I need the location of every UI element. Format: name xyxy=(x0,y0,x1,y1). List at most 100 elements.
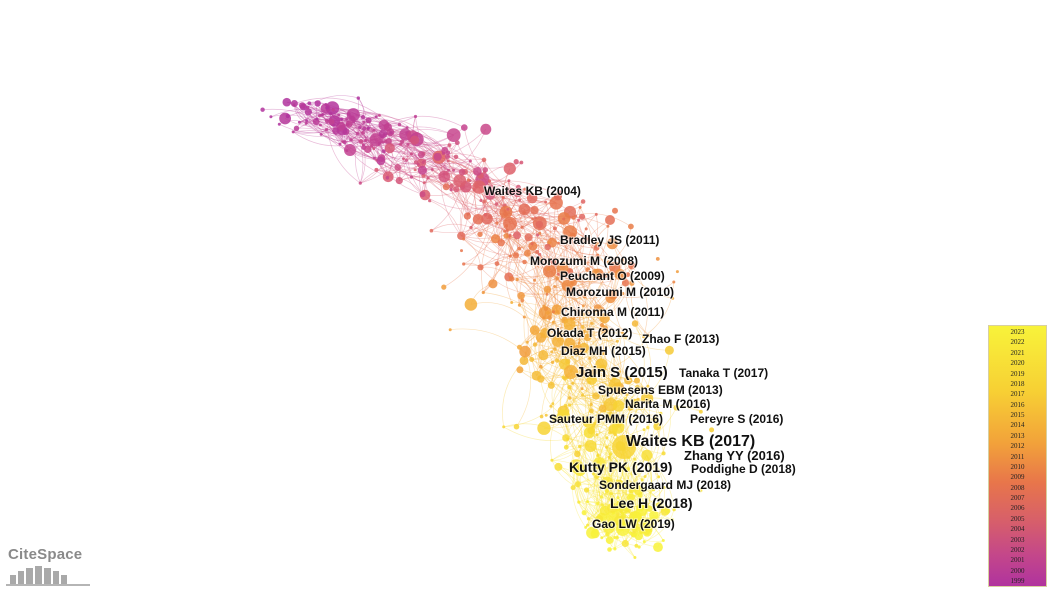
network-edge xyxy=(403,158,423,195)
node-label-zhao-2013[interactable]: Zhao F (2013) xyxy=(641,331,720,347)
network-node xyxy=(636,397,640,401)
network-node xyxy=(582,330,586,334)
network-node xyxy=(518,203,531,216)
node-label-narita-2016[interactable]: Narita M (2016) xyxy=(624,396,711,412)
network-edge xyxy=(531,237,597,249)
network-edge xyxy=(543,273,621,307)
network-node xyxy=(664,345,674,355)
network-edge xyxy=(539,224,598,256)
node-label-chironna-2011[interactable]: Chironna M (2011) xyxy=(560,304,665,320)
network-edge xyxy=(496,188,560,205)
network-edge xyxy=(553,377,564,419)
network-edge xyxy=(578,493,659,506)
network-node xyxy=(414,131,419,136)
network-node xyxy=(672,280,676,284)
network-node xyxy=(442,183,450,191)
network-node xyxy=(596,253,600,257)
network-edge xyxy=(631,265,648,337)
logo-bars-icon xyxy=(6,566,90,586)
network-node xyxy=(709,427,715,433)
network-edge xyxy=(350,125,408,141)
node-label-jain-2015[interactable]: Jain S (2015) xyxy=(575,363,669,382)
legend-year: 2014 xyxy=(1010,421,1025,430)
network-edge xyxy=(450,328,532,360)
node-label-waites-2004[interactable]: Waites KB (2004) xyxy=(483,183,582,199)
network-node xyxy=(583,333,592,342)
network-edge xyxy=(540,319,565,367)
network-edge xyxy=(360,135,413,184)
network-node xyxy=(453,174,467,188)
network-node xyxy=(649,510,659,521)
network-node xyxy=(304,108,312,116)
network-node xyxy=(555,358,560,363)
network-node xyxy=(620,389,625,394)
network-edge xyxy=(576,278,588,311)
node-label-diaz-2015[interactable]: Diaz MH (2015) xyxy=(560,343,647,359)
network-node xyxy=(621,258,625,261)
network-edge xyxy=(546,414,608,439)
network-node xyxy=(305,119,309,123)
network-node xyxy=(563,376,567,381)
node-label-lee-2018[interactable]: Lee H (2018) xyxy=(609,494,693,512)
node-label-sondergaard-2018[interactable]: Sondergaard MJ (2018) xyxy=(598,477,732,493)
network-edge xyxy=(613,281,675,298)
network-node xyxy=(563,444,569,450)
network-node xyxy=(547,381,555,389)
network-node xyxy=(487,179,492,183)
network-node xyxy=(530,206,539,215)
network-node xyxy=(623,466,627,470)
node-label-kutty-2019[interactable]: Kutty PK (2019) xyxy=(568,458,673,476)
node-label-spuesens-2013[interactable]: Spuesens EBM (2013) xyxy=(597,382,724,398)
node-label-sauteur-2016[interactable]: Sauteur PMM (2016) xyxy=(548,411,664,427)
network-node xyxy=(579,213,586,220)
node-label-waites-2017[interactable]: Waites KB (2017) xyxy=(625,432,756,451)
node-label-poddighe-2018[interactable]: Poddighe D (2018) xyxy=(690,461,797,477)
node-label-bradley-2011[interactable]: Bradley JS (2011) xyxy=(559,232,660,248)
node-label-peuchant-2009[interactable]: Peuchant O (2009) xyxy=(559,268,666,284)
network-node xyxy=(538,306,552,320)
node-label-morozumi-2008[interactable]: Morozumi M (2008) xyxy=(529,253,639,269)
network-node xyxy=(585,500,589,504)
network-node xyxy=(567,385,572,390)
network-node xyxy=(615,418,619,422)
node-label-pereyre-2016[interactable]: Pereyre S (2016) xyxy=(689,411,784,427)
network-node xyxy=(545,292,549,296)
node-label-gao-2019[interactable]: Gao LW (2019) xyxy=(591,516,676,532)
network-node xyxy=(503,162,516,175)
network-edge xyxy=(562,420,569,448)
legend-year: 2000 xyxy=(1010,566,1025,575)
network-edge xyxy=(495,238,554,262)
network-node xyxy=(449,183,454,189)
network-edge xyxy=(618,387,664,454)
network-edge xyxy=(400,144,463,173)
network-node xyxy=(466,178,470,182)
network-node xyxy=(625,392,629,396)
network-node xyxy=(364,138,368,142)
network-node xyxy=(586,523,590,527)
network-edge xyxy=(432,160,449,170)
network-edge xyxy=(578,259,592,344)
network-node xyxy=(324,118,330,124)
network-node xyxy=(452,168,456,172)
legend-year: 2012 xyxy=(1010,442,1025,451)
network-edge xyxy=(564,276,606,321)
node-label-okada-2012[interactable]: Okada T (2012) xyxy=(546,325,633,341)
network-node xyxy=(381,149,386,154)
network-edge xyxy=(554,280,623,294)
node-label-zhang-2016[interactable]: Zhang YY (2016) xyxy=(683,447,786,464)
network-node xyxy=(698,488,703,493)
network-node xyxy=(485,190,495,200)
network-edge xyxy=(644,509,675,542)
network-node xyxy=(600,476,614,489)
network-edge xyxy=(558,466,627,489)
network-edge xyxy=(502,360,525,427)
network-node xyxy=(580,369,586,376)
network-node xyxy=(574,277,578,281)
network-node xyxy=(429,228,434,233)
network-edge xyxy=(551,353,604,386)
network-edge xyxy=(534,344,584,373)
network-node xyxy=(508,254,512,258)
node-label-tanaka-2017[interactable]: Tanaka T (2017) xyxy=(678,365,769,381)
node-label-morozumi-2010[interactable]: Morozumi M (2010) xyxy=(565,284,675,300)
